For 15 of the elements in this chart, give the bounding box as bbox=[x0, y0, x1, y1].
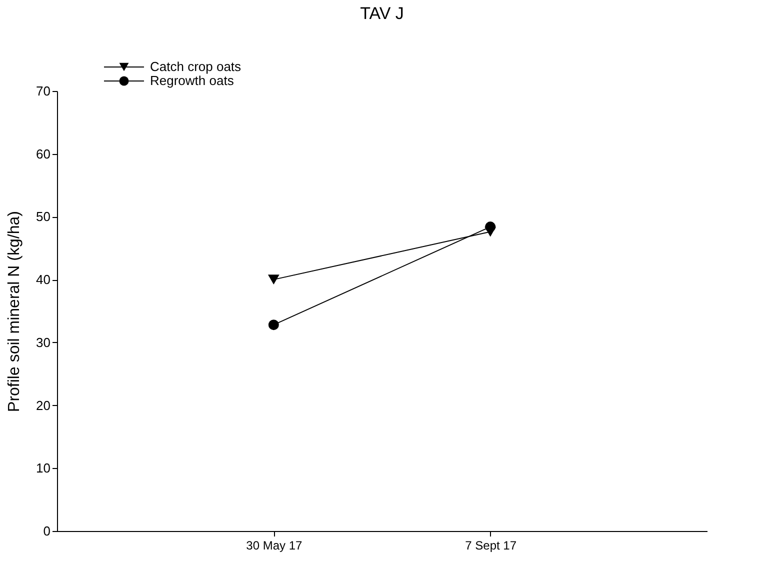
point bbox=[268, 320, 279, 330]
chart-title: TAV J bbox=[360, 4, 404, 23]
y-tick-label: 40 bbox=[36, 272, 50, 288]
y-tick-label: 70 bbox=[36, 84, 50, 98]
x-tick-label: 30 May 17 bbox=[246, 538, 303, 552]
x-tick-label: 7 Sept 17 bbox=[465, 538, 517, 552]
y-tick-label: 60 bbox=[36, 146, 50, 162]
legend-label: Regrowth oats bbox=[150, 73, 234, 88]
y-tick-label: 30 bbox=[36, 334, 50, 350]
y-tick-label: 10 bbox=[36, 460, 50, 476]
legend-label: Catch crop oats bbox=[150, 59, 242, 74]
y-tick-label: 20 bbox=[36, 398, 50, 413]
y-tick-label: 50 bbox=[36, 209, 50, 224]
y-tick-label: 0 bbox=[43, 524, 50, 538]
y-axis-title: Profile soil mineral N (kg/ha) bbox=[6, 211, 24, 412]
